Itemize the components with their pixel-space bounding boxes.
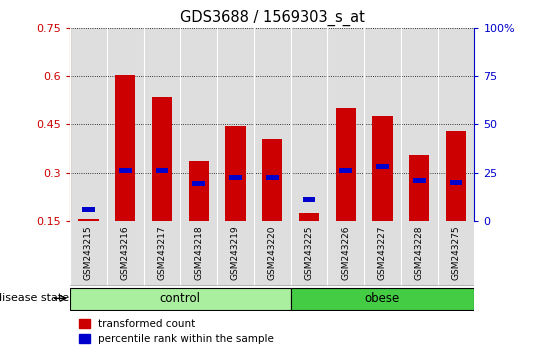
- Bar: [192, 181, 205, 186]
- Bar: [413, 178, 426, 183]
- Text: control: control: [160, 292, 201, 305]
- FancyBboxPatch shape: [70, 288, 291, 310]
- Text: disease state: disease state: [0, 293, 70, 303]
- Text: GSM243218: GSM243218: [194, 226, 203, 280]
- Text: GSM243228: GSM243228: [414, 226, 424, 280]
- FancyBboxPatch shape: [291, 288, 474, 310]
- Bar: [266, 175, 279, 180]
- Bar: [450, 179, 462, 185]
- Bar: [78, 219, 99, 221]
- Text: GSM243217: GSM243217: [157, 226, 167, 280]
- Bar: [115, 75, 135, 221]
- Bar: [229, 175, 242, 180]
- Bar: [156, 169, 168, 173]
- Bar: [299, 212, 319, 221]
- Bar: [225, 126, 246, 221]
- Bar: [372, 116, 392, 221]
- Bar: [302, 197, 315, 202]
- Title: GDS3688 / 1569303_s_at: GDS3688 / 1569303_s_at: [180, 9, 364, 25]
- Bar: [339, 169, 352, 173]
- Bar: [409, 155, 429, 221]
- Bar: [336, 108, 356, 221]
- Text: GSM243225: GSM243225: [305, 226, 314, 280]
- Text: GSM243275: GSM243275: [452, 226, 460, 280]
- Text: GSM243216: GSM243216: [121, 226, 130, 280]
- Text: GSM243215: GSM243215: [84, 226, 93, 280]
- Bar: [376, 164, 389, 169]
- Text: GSM243226: GSM243226: [341, 226, 350, 280]
- Bar: [262, 139, 282, 221]
- Text: GSM243219: GSM243219: [231, 226, 240, 280]
- Bar: [152, 97, 172, 221]
- Bar: [446, 131, 466, 221]
- Text: GSM243227: GSM243227: [378, 226, 387, 280]
- Legend: transformed count, percentile rank within the sample: transformed count, percentile rank withi…: [75, 315, 278, 348]
- Bar: [189, 161, 209, 221]
- Bar: [119, 169, 132, 173]
- Bar: [82, 207, 95, 212]
- Text: obese: obese: [365, 292, 400, 305]
- Text: GSM243220: GSM243220: [268, 226, 277, 280]
